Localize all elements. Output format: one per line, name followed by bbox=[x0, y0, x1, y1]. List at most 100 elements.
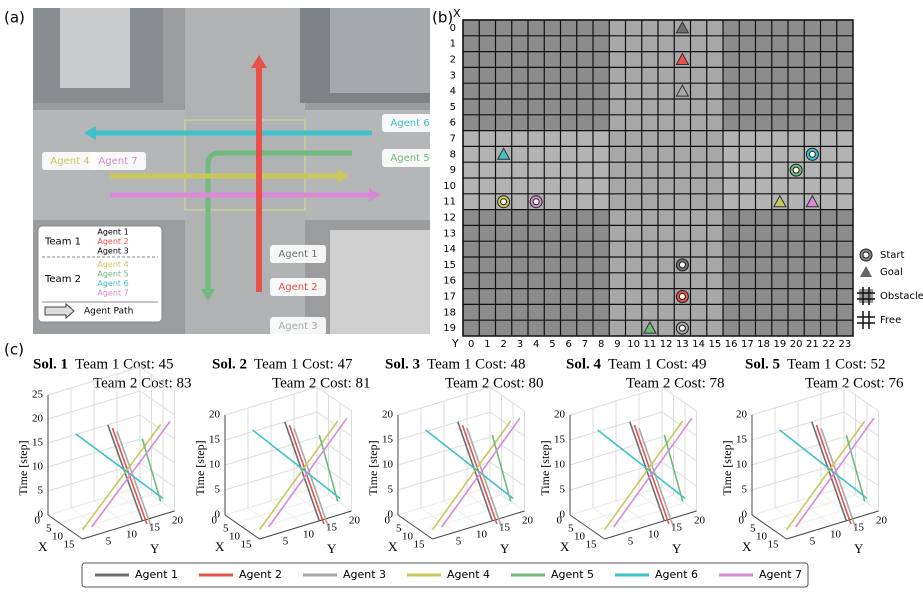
grid-line bbox=[593, 508, 628, 532]
legend-text: Agent 5 bbox=[551, 568, 594, 581]
legend-agent: Agent 4 bbox=[97, 260, 128, 269]
legend-text: Obstacle bbox=[880, 291, 923, 302]
legend-path: Agent Path bbox=[84, 307, 133, 317]
row-label: 12 bbox=[443, 213, 456, 224]
trajectory bbox=[269, 418, 347, 527]
team-cost: Team 1 Cost: 45 bbox=[75, 356, 174, 372]
start-marker-inner bbox=[679, 325, 685, 331]
legend-agent: Agent 2 bbox=[97, 237, 128, 246]
col-label: 17 bbox=[741, 339, 754, 350]
legend-text: Agent 4 bbox=[447, 568, 490, 581]
grid-line bbox=[225, 412, 352, 440]
row-label: 13 bbox=[443, 228, 456, 239]
axis-title: Y bbox=[854, 541, 864, 556]
t-tick-label: 5 bbox=[742, 484, 748, 496]
col-label: 19 bbox=[774, 339, 787, 350]
col-label: 4 bbox=[533, 339, 539, 350]
axis-title: Time [step] bbox=[720, 440, 734, 495]
col-label: 14 bbox=[692, 339, 705, 350]
col-label: 7 bbox=[582, 339, 588, 350]
x-tick-label: 10 bbox=[574, 531, 586, 543]
t-tick-label: 5 bbox=[215, 484, 221, 496]
grid-line bbox=[48, 391, 175, 419]
start-marker-inner bbox=[793, 167, 799, 173]
row-label: 10 bbox=[443, 181, 456, 192]
team-cost: Team 2 Cost: 81 bbox=[272, 375, 371, 391]
grid-line bbox=[444, 501, 479, 525]
legend-icon bbox=[860, 266, 872, 277]
agent-label: Agent 1 bbox=[278, 249, 317, 260]
row-label: 0 bbox=[450, 23, 456, 34]
col-label: 1 bbox=[484, 339, 490, 350]
row-label: 17 bbox=[443, 292, 456, 303]
col-label: 3 bbox=[517, 339, 523, 350]
row-label: 16 bbox=[443, 276, 456, 287]
grid-line bbox=[616, 501, 651, 525]
trajectory bbox=[639, 428, 674, 527]
grid-line bbox=[398, 462, 525, 490]
t-tick-label: 20 bbox=[736, 409, 748, 421]
legend-text: Agent 7 bbox=[759, 568, 802, 581]
grid-line bbox=[398, 437, 525, 465]
axis-title: X bbox=[38, 539, 48, 554]
axis-title: Y bbox=[327, 541, 337, 556]
axis-title: X bbox=[215, 539, 225, 554]
legend-text: Agent 1 bbox=[135, 568, 178, 581]
legend-text: Free bbox=[880, 315, 901, 326]
row-label: 6 bbox=[450, 118, 456, 129]
grid-line bbox=[94, 501, 129, 525]
row-label: 14 bbox=[443, 244, 456, 255]
team-name: Team 1 bbox=[44, 237, 81, 248]
x-tick-label: 15 bbox=[586, 539, 598, 551]
t-tick-label: 10 bbox=[736, 459, 748, 471]
sol-label: Sol. 2 bbox=[212, 356, 247, 372]
row-label: 18 bbox=[443, 307, 456, 318]
trajectory bbox=[294, 428, 329, 527]
y-tick-label: 10 bbox=[476, 529, 488, 541]
x-tick-label: 10 bbox=[52, 531, 64, 543]
t-tick-label: 10 bbox=[209, 459, 221, 471]
t-tick-label: 15 bbox=[209, 434, 221, 446]
legend-text: Agent 3 bbox=[343, 568, 386, 581]
grid-line bbox=[71, 508, 106, 532]
t-tick-label: 15 bbox=[554, 434, 566, 446]
trajectory bbox=[467, 428, 502, 527]
t-tick-label: 20 bbox=[382, 409, 394, 421]
col-label: 6 bbox=[565, 339, 571, 350]
trajectory bbox=[796, 418, 874, 527]
col-label: 8 bbox=[598, 339, 604, 350]
t-tick-label: 15 bbox=[382, 434, 394, 446]
x-tick-label: 10 bbox=[756, 531, 768, 543]
grid-line bbox=[421, 508, 456, 532]
y-tick-label: 10 bbox=[303, 529, 315, 541]
legend-icon bbox=[859, 313, 873, 327]
col-label: 11 bbox=[644, 339, 657, 350]
t-tick-label: 10 bbox=[382, 459, 394, 471]
agent-label: Agent 6 bbox=[390, 118, 429, 129]
start-marker-inner bbox=[533, 199, 539, 205]
y-tick-label: 20 bbox=[172, 515, 184, 527]
row-label: 1 bbox=[450, 39, 456, 50]
t-tick-label: 15 bbox=[32, 437, 44, 449]
legend-agent: Agent 5 bbox=[97, 270, 128, 279]
x-tick-label: 0 bbox=[557, 515, 563, 527]
t-tick-label: 10 bbox=[32, 461, 44, 473]
legend-text: Goal bbox=[880, 267, 903, 278]
col-label: 22 bbox=[822, 339, 835, 350]
col-label: 5 bbox=[549, 339, 555, 350]
t-tick-label: 5 bbox=[560, 484, 566, 496]
grid-line bbox=[398, 412, 525, 440]
axis-title: X bbox=[742, 539, 752, 554]
trajectory bbox=[614, 418, 692, 527]
y-tick-label: 5 bbox=[106, 536, 112, 548]
y-tick-label: 10 bbox=[126, 529, 138, 541]
sol-label: Sol. 5 bbox=[745, 356, 780, 372]
col-label: 13 bbox=[676, 339, 689, 350]
grid-line bbox=[570, 412, 697, 440]
team-cost: Team 1 Cost: 52 bbox=[787, 356, 886, 372]
t-tick-label: 20 bbox=[32, 413, 44, 425]
t-tick-label: 5 bbox=[388, 484, 394, 496]
axis-title: Time [step] bbox=[366, 440, 380, 495]
col-label: 10 bbox=[627, 339, 640, 350]
row-label: 19 bbox=[443, 323, 456, 334]
